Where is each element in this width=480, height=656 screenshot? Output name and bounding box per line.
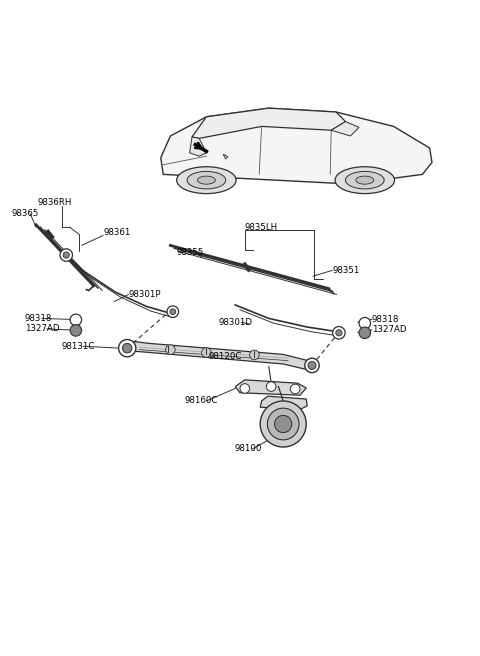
Polygon shape [223,154,228,159]
Polygon shape [260,396,307,409]
Circle shape [359,318,371,329]
Text: 1327AD: 1327AD [25,325,60,333]
Circle shape [266,382,276,392]
Circle shape [267,408,299,440]
Text: 9835LH: 9835LH [245,222,278,232]
Text: 98318: 98318 [372,315,399,324]
Circle shape [167,306,179,318]
Ellipse shape [356,176,374,184]
Text: 98100: 98100 [234,445,262,453]
Circle shape [333,327,345,339]
Polygon shape [126,341,317,370]
Text: 1327AD: 1327AD [372,325,407,335]
Ellipse shape [177,167,236,194]
Circle shape [260,401,306,447]
Text: 98301D: 98301D [218,318,252,327]
Polygon shape [331,121,359,136]
Circle shape [122,343,132,353]
Ellipse shape [335,167,395,194]
Circle shape [70,314,82,325]
Polygon shape [161,108,432,184]
Text: 98131C: 98131C [61,342,95,351]
Text: 98120C: 98120C [209,352,242,361]
Circle shape [240,384,250,394]
Circle shape [275,415,292,433]
Polygon shape [192,108,346,138]
Polygon shape [235,380,306,395]
Text: 98351: 98351 [332,266,360,275]
Circle shape [170,309,176,315]
Ellipse shape [197,176,216,184]
Circle shape [336,330,342,336]
Text: 98318: 98318 [25,314,52,323]
Circle shape [60,249,72,261]
Ellipse shape [346,171,384,189]
Text: 98355: 98355 [177,248,204,256]
Circle shape [308,361,316,369]
Circle shape [250,350,259,359]
Ellipse shape [187,171,226,189]
Text: 98301P: 98301P [129,290,161,299]
Circle shape [305,358,319,373]
Text: 98365: 98365 [12,209,39,218]
Circle shape [63,252,70,258]
Circle shape [119,340,136,357]
Text: 98160C: 98160C [185,396,218,405]
Circle shape [166,345,175,354]
Text: 9836RH: 9836RH [37,197,72,207]
Circle shape [359,327,371,338]
Text: 98361: 98361 [103,228,131,237]
Circle shape [290,384,300,394]
Polygon shape [190,137,206,156]
Circle shape [70,325,82,336]
Circle shape [202,348,211,358]
